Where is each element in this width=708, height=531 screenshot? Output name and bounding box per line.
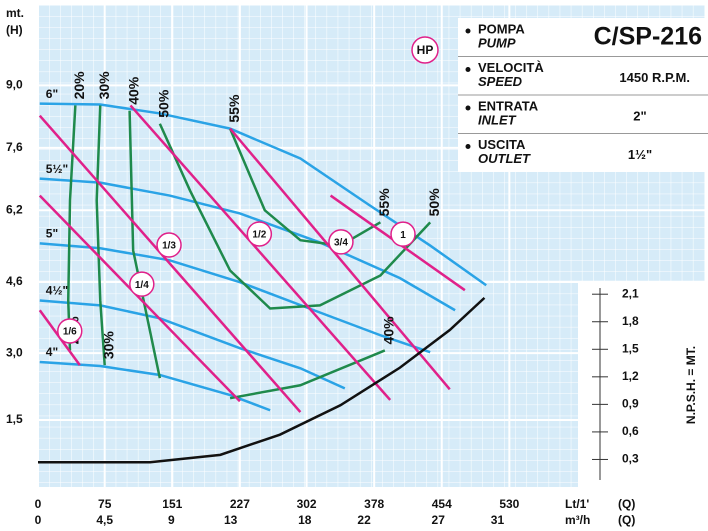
impeller-curve — [39, 299, 346, 390]
badge: HP — [417, 43, 434, 57]
power-curve — [38, 194, 241, 403]
x-axis-unit: (Q) — [618, 497, 635, 511]
impeller-label: 6" — [46, 87, 58, 101]
y2-axis-label: N.P.S.H. = MT. — [684, 346, 698, 424]
panel-label-en: OUTLET — [478, 151, 531, 166]
y-tick-label: 9,0 — [6, 78, 23, 92]
impeller-curve — [39, 102, 487, 287]
panel-value: 2" — [633, 108, 646, 123]
npsh-curve — [38, 296, 486, 464]
power-label-circle — [57, 318, 83, 344]
power-label-circle — [156, 232, 182, 258]
y2-tick-label: 0,9 — [622, 397, 639, 411]
panel-label-en: PUMP — [478, 35, 516, 50]
panel-label-en: SPEED — [478, 74, 523, 89]
y-tick-label: 1,5 — [6, 412, 23, 426]
panel-value: C/SP-216 — [594, 23, 702, 51]
efficiency-label: 50% — [156, 89, 172, 118]
bullet — [465, 105, 471, 111]
power-curve — [129, 104, 392, 401]
y-tick-label: 4,6 — [6, 274, 23, 288]
panel-label-en: INLET — [478, 112, 517, 127]
impeller-label: 4½" — [46, 284, 68, 298]
y-axis-unit: (H) — [6, 23, 23, 37]
efficiency-curve — [228, 128, 382, 247]
x2-axis-label: m³/h — [565, 513, 590, 527]
x-tick-label: 454 — [432, 497, 452, 511]
x2-tick-label: 22 — [357, 513, 371, 527]
efficiency-label: 40% — [381, 316, 397, 345]
panel-label: USCITA — [478, 137, 526, 152]
efficiency-label: 55% — [376, 188, 392, 217]
efficiency-label: 20% — [71, 71, 87, 100]
x2-axis-unit: (Q) — [618, 513, 635, 527]
panel-label: ENTRATA — [478, 98, 539, 113]
power-label: 1/3 — [162, 241, 176, 252]
power-label: 1/2 — [252, 230, 266, 241]
panel-label: VELOCITÀ — [478, 60, 544, 75]
x-tick-label: 227 — [230, 497, 250, 511]
efficiency-label: 55% — [226, 94, 242, 123]
y2-tick-label: 0,6 — [622, 424, 639, 438]
efficiency-curve — [95, 105, 106, 366]
power-label: 3/4 — [334, 238, 348, 249]
x-tick-label: 0 — [35, 497, 42, 511]
impeller-label: 4" — [46, 345, 58, 359]
power-label-circle — [328, 229, 354, 255]
y2-tick-label: 1,5 — [622, 341, 639, 355]
y2-tick-label: 0,3 — [622, 452, 639, 466]
impeller-label: 5½" — [46, 162, 68, 176]
power-curve — [38, 114, 302, 413]
panel-value: 1½" — [628, 147, 652, 162]
impeller-label: 5" — [46, 226, 58, 240]
impeller-curve — [39, 242, 431, 354]
x2-tick-label: 0 — [35, 513, 42, 527]
x-tick-label: 378 — [364, 497, 384, 511]
x2-tick-label: 18 — [298, 513, 312, 527]
npsh-box — [578, 283, 705, 487]
power-curve — [229, 127, 451, 391]
panel-label: POMPA — [478, 21, 525, 36]
x-tick-label: 302 — [297, 497, 317, 511]
y2-tick-label: 2,1 — [622, 286, 639, 300]
y-tick-label: 6,2 — [6, 202, 23, 216]
x2-tick-label: 27 — [432, 513, 446, 527]
x-axis-label: Lt/1' — [565, 497, 589, 511]
x2-tick-label: 13 — [224, 513, 238, 527]
panel-value: 1450 R.P.M. — [619, 70, 690, 85]
y-tick-label: 7,6 — [6, 140, 23, 154]
x2-tick-label: 9 — [168, 513, 175, 527]
power-label-circle — [129, 271, 155, 297]
bullet — [465, 144, 471, 149]
x-tick-label: 530 — [499, 497, 519, 511]
power-label-circle — [390, 221, 416, 247]
power-label: 1/4 — [135, 280, 149, 291]
x-tick-label: 75 — [98, 497, 112, 511]
efficiency-label: 30% — [100, 331, 116, 360]
efficiency-label: 50% — [426, 188, 442, 217]
power-label-circle — [246, 221, 273, 247]
efficiency-curve — [158, 123, 432, 310]
y2-tick-label: 1,2 — [622, 369, 639, 383]
x2-tick-label: 31 — [491, 513, 505, 527]
x-tick-label: 151 — [162, 497, 182, 511]
bullet — [465, 67, 471, 72]
x2-tick-label: 4,5 — [96, 513, 113, 527]
badge-circle — [411, 36, 439, 64]
efficiency-label: 30% — [96, 71, 112, 100]
y-axis-label: mt. — [6, 6, 24, 20]
power-label: 1/6 — [63, 327, 77, 338]
power-label: 1 — [400, 230, 406, 241]
bullet — [465, 28, 471, 34]
y-tick-label: 3,0 — [6, 345, 23, 359]
efficiency-label: 40% — [125, 76, 141, 105]
y2-tick-label: 1,8 — [622, 314, 639, 328]
